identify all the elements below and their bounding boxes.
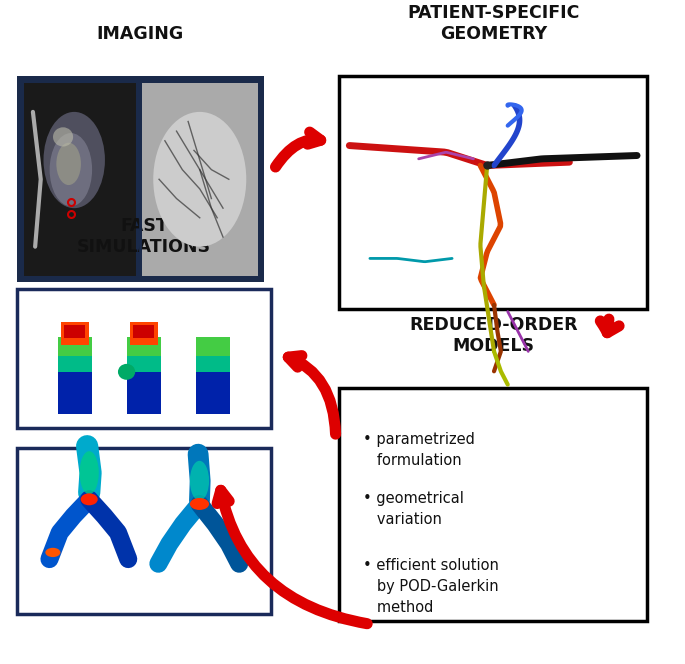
Ellipse shape xyxy=(56,143,81,185)
FancyBboxPatch shape xyxy=(196,337,230,356)
Ellipse shape xyxy=(81,493,98,505)
Ellipse shape xyxy=(53,127,73,147)
Text: REDUCED-ORDER
MODELS: REDUCED-ORDER MODELS xyxy=(409,317,577,355)
Ellipse shape xyxy=(79,452,99,494)
Ellipse shape xyxy=(190,498,209,510)
Ellipse shape xyxy=(118,364,135,380)
FancyBboxPatch shape xyxy=(17,76,264,282)
FancyBboxPatch shape xyxy=(127,340,161,372)
Text: • geometrical
   variation: • geometrical variation xyxy=(363,491,464,527)
Text: PATIENT-SPECIFIC
GEOMETRY: PATIENT-SPECIFIC GEOMETRY xyxy=(407,5,580,43)
FancyBboxPatch shape xyxy=(339,388,647,621)
FancyBboxPatch shape xyxy=(17,448,271,614)
Text: IMAGING: IMAGING xyxy=(97,25,184,43)
FancyBboxPatch shape xyxy=(127,356,161,414)
Text: • efficient solution
   by POD-Galerkin
   method: • efficient solution by POD-Galerkin met… xyxy=(363,558,499,615)
Ellipse shape xyxy=(153,112,247,247)
FancyBboxPatch shape xyxy=(142,83,258,276)
FancyBboxPatch shape xyxy=(64,325,85,338)
Ellipse shape xyxy=(190,461,209,501)
Text: • parametrized
   formulation: • parametrized formulation xyxy=(363,432,475,467)
FancyBboxPatch shape xyxy=(58,337,92,356)
Ellipse shape xyxy=(49,133,92,207)
FancyBboxPatch shape xyxy=(134,325,154,338)
Ellipse shape xyxy=(45,548,60,557)
FancyBboxPatch shape xyxy=(24,83,136,276)
Ellipse shape xyxy=(44,112,105,208)
FancyBboxPatch shape xyxy=(58,356,92,414)
FancyBboxPatch shape xyxy=(61,322,88,345)
FancyBboxPatch shape xyxy=(130,322,158,345)
FancyBboxPatch shape xyxy=(196,356,230,414)
Text: FAST
SIMULATIONS: FAST SIMULATIONS xyxy=(77,217,211,256)
FancyBboxPatch shape xyxy=(17,289,271,428)
FancyBboxPatch shape xyxy=(339,76,647,309)
FancyBboxPatch shape xyxy=(58,340,92,372)
FancyBboxPatch shape xyxy=(127,337,161,356)
FancyBboxPatch shape xyxy=(196,340,230,372)
